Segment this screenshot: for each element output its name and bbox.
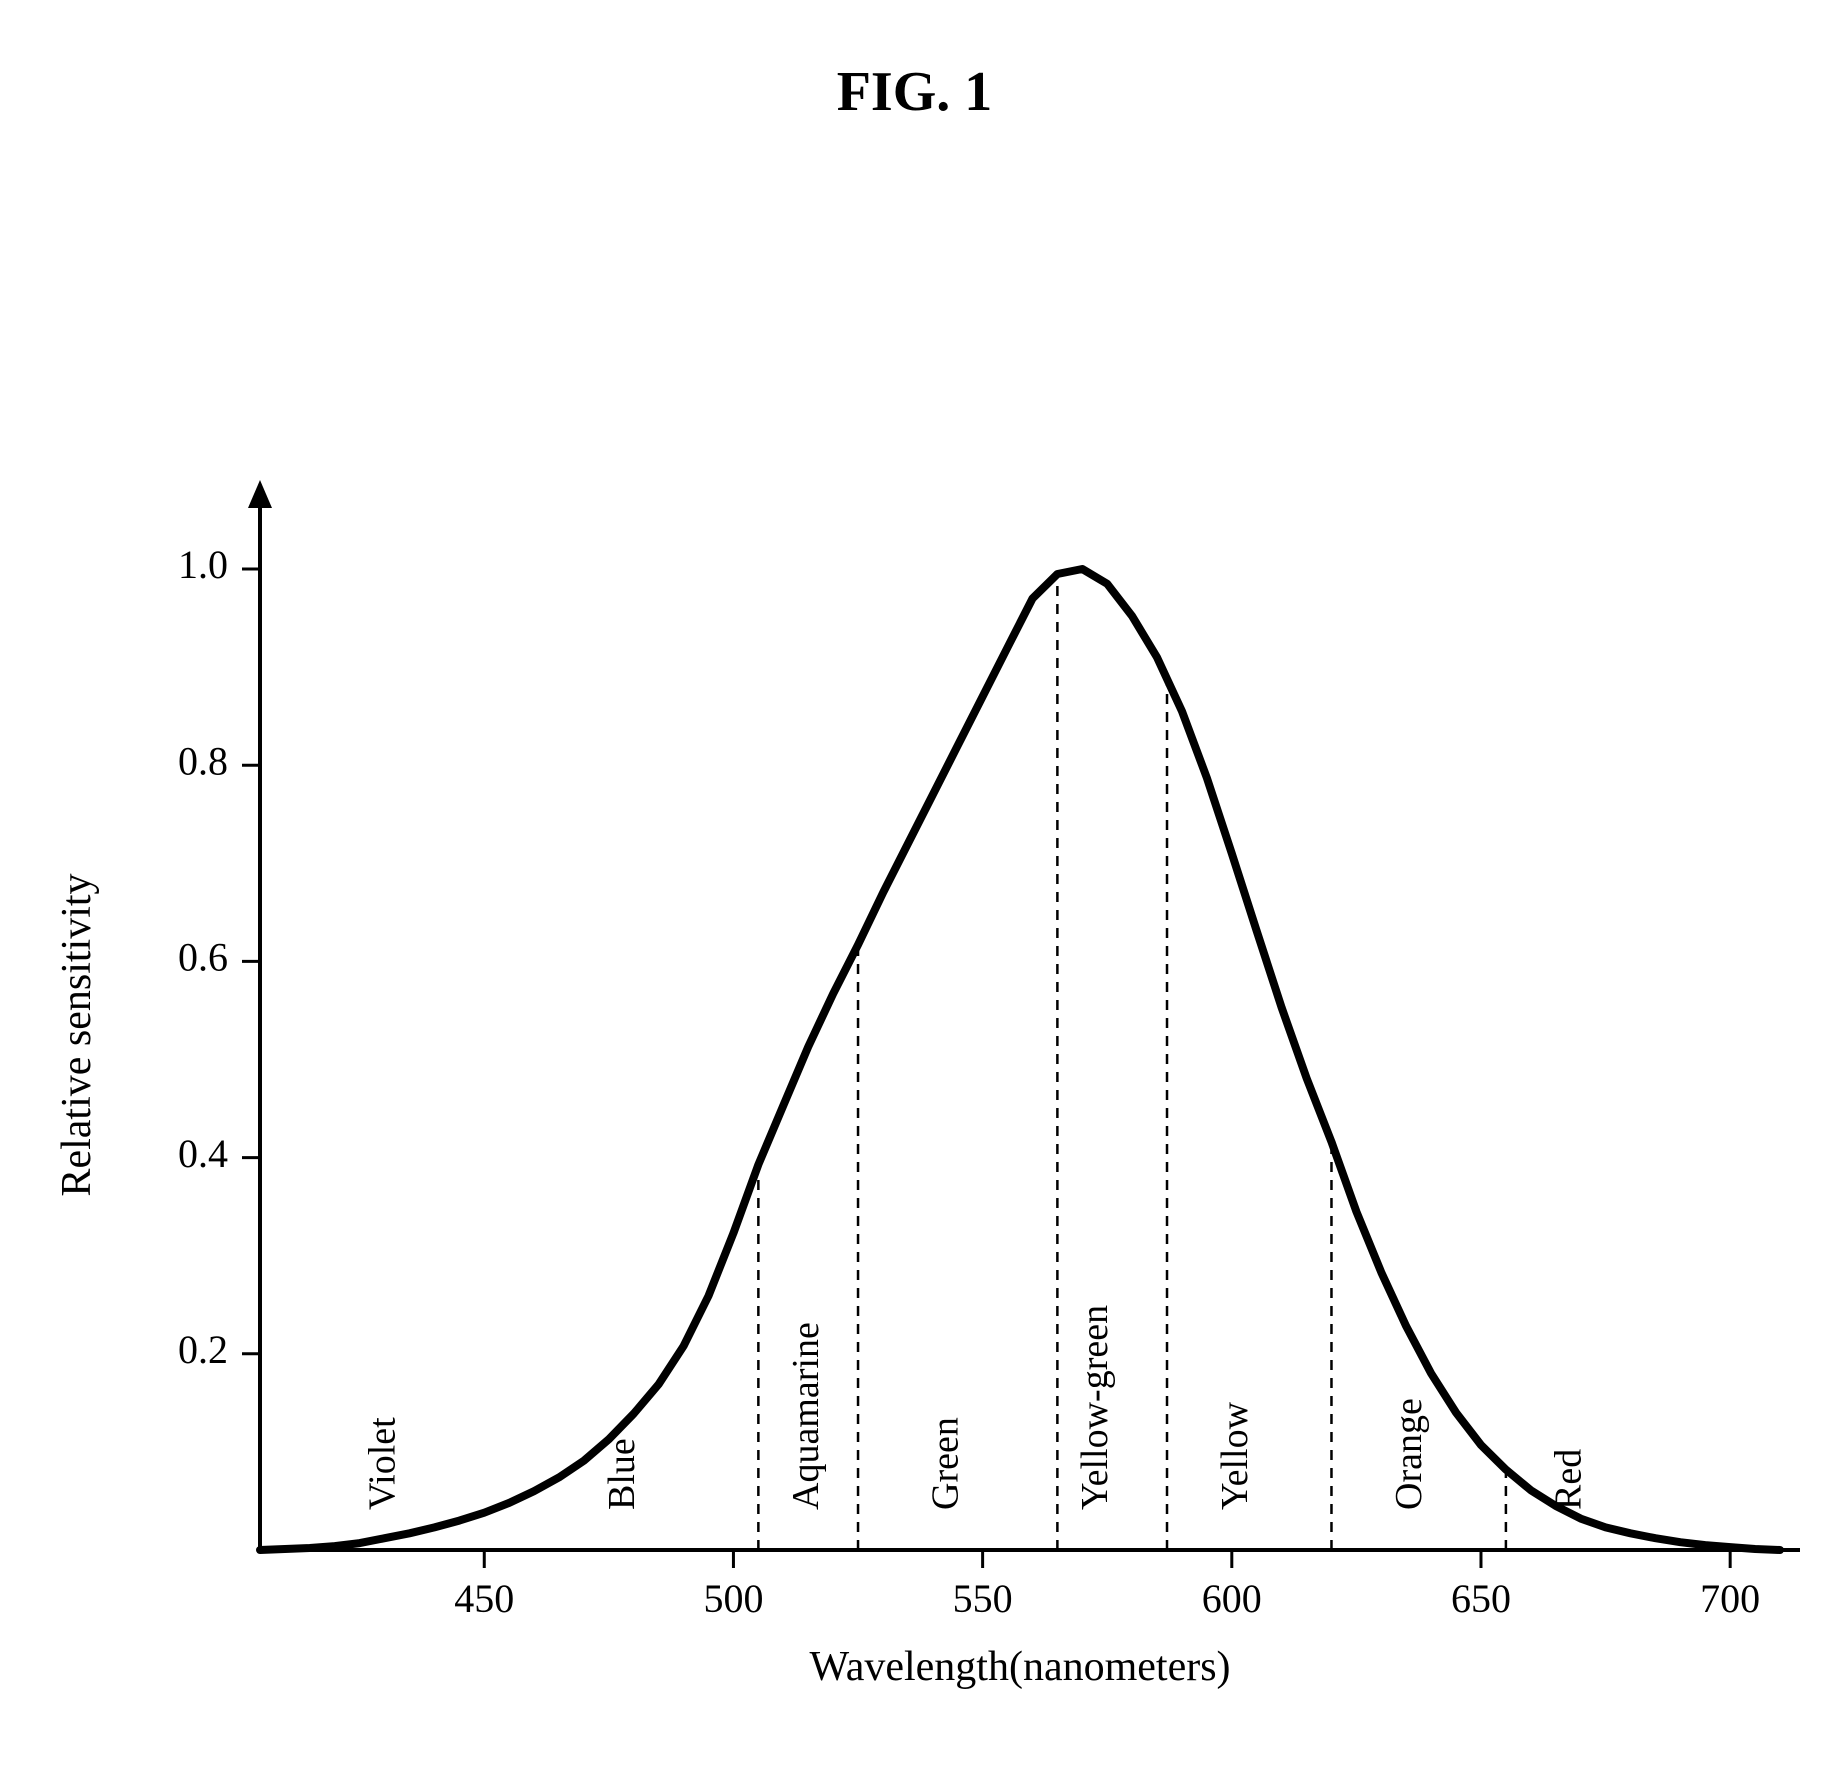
y-tick-label: 0.2	[178, 1327, 228, 1372]
color-band-label: Yellow-green	[1074, 1305, 1116, 1510]
x-ticks: 450 500 550 600 650 700	[454, 1550, 1760, 1621]
sensitivity-curve	[260, 569, 1780, 1550]
x-tick-label: 700	[1700, 1576, 1760, 1621]
x-tick-label: 550	[953, 1576, 1013, 1621]
color-band-label: Blue	[601, 1438, 643, 1510]
x-tick-label: 650	[1451, 1576, 1511, 1621]
x-tick-label: 600	[1202, 1576, 1262, 1621]
axes	[248, 480, 1800, 1550]
figure-title: FIG. 1	[0, 60, 1829, 124]
color-band-label: Yellow	[1214, 1401, 1256, 1510]
y-axis-label: Relative sensitivity	[54, 873, 100, 1196]
sensitivity-chart: 0.2 0.4 0.6 0.8 1.0 450 500 550 600 650 700 Viole…	[0, 0, 1829, 1786]
y-tick-label: 1.0	[178, 542, 228, 587]
y-tick-label: 0.4	[178, 1131, 228, 1176]
color-band-label: Violet	[362, 1417, 404, 1510]
y-tick-label: 0.6	[178, 935, 228, 980]
color-band-label: Green	[925, 1417, 967, 1510]
color-band-label: Orange	[1388, 1398, 1430, 1510]
y-ticks: 0.2 0.4 0.6 0.8 1.0	[178, 542, 260, 1372]
x-axis-label: Wavelength(nanometers)	[809, 1644, 1230, 1690]
color-band-labels: Violet Blue Aquamarine Green Yellow-green Yel…	[362, 1305, 1590, 1510]
x-tick-label: 500	[703, 1576, 763, 1621]
axis-labels: Wavelength(nanometers) Relative sensitivi…	[54, 873, 1231, 1690]
color-band-label: Red	[1548, 1449, 1590, 1510]
y-tick-label: 0.8	[178, 738, 228, 783]
color-band-label: Aquamarine	[785, 1322, 827, 1510]
x-tick-label: 450	[454, 1576, 514, 1621]
